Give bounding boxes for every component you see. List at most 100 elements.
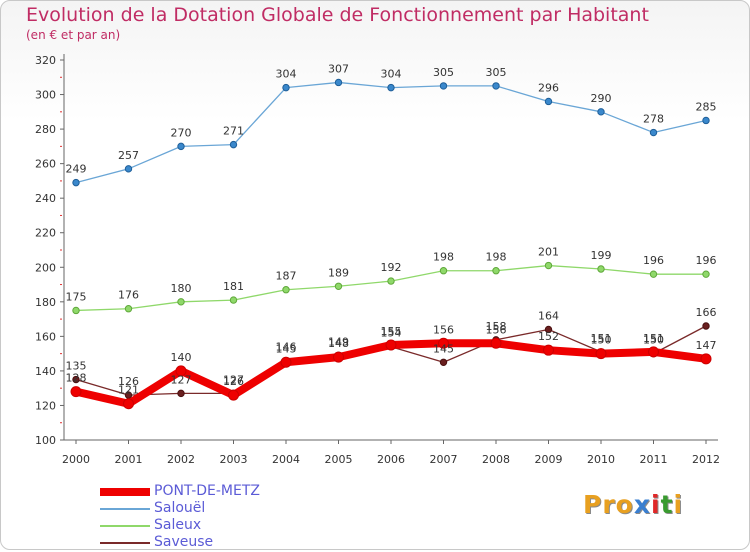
data-point: [333, 351, 344, 363]
data-point: [597, 108, 605, 116]
data-labels-layer: 249 257 270 271 304 307 304 305 305 296 290 278 285 1…: [66, 62, 717, 396]
data-label: 189: [328, 266, 349, 279]
legend-swatch: [100, 525, 150, 527]
data-point: [438, 337, 449, 349]
data-point: [649, 270, 658, 278]
data-point: [439, 358, 448, 366]
x-tick-label: 2009: [535, 453, 563, 466]
y-tick-label: 260: [35, 158, 56, 171]
data-point: [439, 267, 448, 275]
series-pont-de-metz: [70, 337, 712, 410]
data-label: 140: [171, 351, 192, 364]
legend-swatch: [100, 488, 150, 496]
data-point: [175, 365, 187, 377]
data-label: 146: [276, 341, 297, 354]
legend-label: PONT-DE-METZ: [154, 483, 260, 499]
data-label: 164: [538, 309, 559, 322]
data-label: 151: [643, 332, 664, 345]
data-label: 128: [66, 372, 87, 385]
data-point: [72, 375, 80, 384]
proxiti-logo: Proxiti: [583, 490, 683, 519]
data-label: 201: [538, 246, 559, 259]
data-label: 181: [223, 280, 244, 293]
data-point: [123, 398, 134, 410]
data-point: [124, 305, 133, 313]
data-point: [492, 82, 500, 90]
x-tick-label: 2006: [377, 453, 405, 466]
data-point: [702, 322, 710, 330]
data-label: 196: [643, 254, 664, 267]
x-tick-label: 2010: [587, 453, 615, 466]
y-tick-label: 320: [35, 54, 56, 67]
logo-letter: t: [660, 490, 674, 519]
data-point: [177, 142, 185, 151]
data-label: 155: [381, 325, 402, 338]
data-label: 150: [591, 334, 612, 347]
data-point: [72, 306, 80, 315]
data-label: 305: [433, 66, 454, 79]
data-point: [700, 353, 712, 365]
data-label: 270: [171, 126, 192, 139]
data-point: [544, 261, 553, 270]
data-label: 180: [171, 282, 192, 295]
data-point: [702, 116, 710, 125]
logo-letter: r: [602, 490, 616, 519]
data-label: 145: [433, 342, 454, 355]
x-tick-label: 2002: [167, 453, 195, 466]
logo-letter: o: [615, 490, 634, 519]
x-tick-label: 2011: [640, 453, 668, 466]
series-layer: [70, 78, 712, 410]
x-tick-label: 2008: [482, 453, 510, 466]
data-point: [597, 265, 605, 273]
data-label: 176: [118, 289, 139, 302]
legend-label: Salouël: [154, 500, 206, 516]
data-label: 148: [328, 337, 349, 350]
x-tick-label: 2005: [325, 453, 353, 466]
data-label: 127: [223, 373, 244, 386]
y-tick-label: 160: [35, 330, 56, 343]
legend-label: Saveuse: [154, 534, 214, 550]
data-label: 198: [486, 251, 507, 264]
data-label: 304: [381, 68, 402, 81]
data-label: 126: [223, 375, 244, 388]
data-point: [282, 286, 290, 294]
data-point: [282, 83, 290, 92]
data-point: [490, 337, 502, 349]
data-point: [72, 178, 80, 187]
data-point: [595, 348, 607, 360]
data-point: [177, 298, 185, 306]
data-label: 158: [486, 320, 507, 333]
data-label: 150: [643, 334, 664, 347]
data-point: [334, 78, 343, 87]
data-label: 198: [433, 251, 454, 264]
data-label: 145: [276, 342, 297, 355]
data-point: [387, 277, 395, 285]
y-tick-label: 100: [35, 434, 56, 447]
data-label: 135: [66, 360, 87, 373]
x-tick-label: 2000: [62, 453, 90, 466]
data-point: [387, 83, 395, 92]
logo-letter: i: [673, 490, 684, 519]
data-point: [649, 128, 658, 137]
data-point: [124, 165, 133, 173]
data-point: [702, 270, 710, 278]
y-tick-label: 240: [35, 192, 56, 205]
data-label: 127: [171, 373, 192, 386]
data-label: 278: [643, 113, 664, 126]
data-label: 296: [538, 81, 559, 94]
data-label: 290: [591, 92, 612, 105]
x-tick-label: 2007: [430, 453, 458, 466]
data-point: [228, 389, 239, 401]
legend-swatch: [100, 542, 150, 544]
logo-letter: P: [583, 490, 603, 519]
data-point: [544, 325, 553, 334]
data-point: [544, 97, 553, 106]
data-label: 304: [276, 68, 297, 81]
x-tick-label: 2003: [220, 453, 248, 466]
data-point: [334, 282, 343, 290]
data-label: 257: [118, 149, 139, 162]
data-point: [492, 267, 500, 275]
data-point: [229, 140, 238, 149]
